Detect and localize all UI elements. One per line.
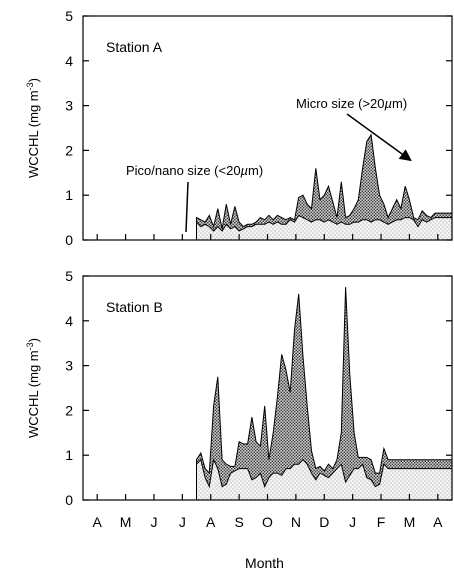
micro-size-annotation-mu: µ bbox=[385, 96, 393, 111]
y-axis-label: WCCHL (mg m-3) bbox=[25, 78, 41, 178]
y-axis-label-main: WCCHL (mg m bbox=[26, 350, 41, 438]
pico-nano-annotation: Pico/nano size (<20µm) bbox=[126, 163, 263, 178]
y-axis-ticks: 0 1 2 3 4 5 bbox=[65, 8, 452, 248]
pico-nano-size-area bbox=[196, 214, 453, 241]
x-axis-ticks bbox=[96, 494, 439, 500]
station-label: Station A bbox=[106, 39, 163, 55]
x-tick-label: J bbox=[179, 514, 186, 530]
x-axis-label: Month bbox=[245, 555, 284, 571]
x-tick-label: O bbox=[262, 514, 273, 530]
pico-nano-annotation-main: Pico/nano size (<20 bbox=[126, 163, 241, 178]
pico-nano-arrow bbox=[185, 181, 189, 233]
x-tick-label: J bbox=[349, 514, 356, 530]
x-tick-label: N bbox=[291, 514, 301, 530]
x-tick-label: F bbox=[377, 514, 386, 530]
micro-size-arrow bbox=[346, 113, 412, 162]
y-tick-label: 4 bbox=[65, 53, 73, 69]
x-tick-label: M bbox=[404, 514, 416, 530]
micro-size-annotation-main: Micro size (>20 bbox=[296, 96, 385, 111]
y-axis-label-superscript: -3 bbox=[25, 342, 35, 350]
y-tick-label: 2 bbox=[65, 402, 73, 418]
y-axis-label-superscript: -3 bbox=[25, 82, 35, 90]
micro-size-annotation-tail: m) bbox=[392, 96, 407, 111]
micro-size-annotation: Micro size (>20µm) bbox=[296, 96, 407, 111]
y-tick-label: 3 bbox=[65, 358, 73, 374]
y-tick-label: 1 bbox=[65, 447, 73, 463]
y-tick-label: 5 bbox=[65, 8, 73, 24]
x-tick-label: A bbox=[93, 514, 103, 530]
x-tick-label: A bbox=[433, 514, 443, 530]
x-tick-label: D bbox=[319, 514, 329, 530]
micro-size-area bbox=[196, 287, 453, 501]
panel-station-a: 0 1 2 3 4 5 Station A WCCHL (mg m-3) Micro si… bbox=[25, 8, 453, 248]
y-tick-label: 4 bbox=[65, 313, 73, 329]
pico-nano-annotation-mu: µ bbox=[241, 163, 249, 178]
x-axis-ticks bbox=[96, 234, 439, 240]
y-tick-label: 3 bbox=[65, 98, 73, 114]
pico-nano-annotation-tail: m) bbox=[248, 163, 263, 178]
y-axis-label-close: ) bbox=[26, 78, 41, 82]
y-axis-ticks: 0 1 2 3 4 5 bbox=[65, 268, 452, 508]
y-tick-label: 0 bbox=[65, 232, 73, 248]
x-axis-tick-labels: AMJJASONDJFMAM bbox=[93, 514, 444, 530]
pico-nano-size-area bbox=[196, 458, 453, 501]
station-label: Station B bbox=[106, 299, 163, 315]
x-tick-label: A bbox=[206, 514, 216, 530]
x-tick-label: M bbox=[120, 514, 132, 530]
y-axis-label-close: ) bbox=[26, 338, 41, 342]
y-tick-label: 1 bbox=[65, 187, 73, 203]
x-tick-label: J bbox=[150, 514, 157, 530]
y-tick-label: 2 bbox=[65, 142, 73, 158]
y-axis-label: WCCHL (mg m-3) bbox=[25, 338, 41, 438]
y-tick-label: 5 bbox=[65, 268, 73, 284]
x-tick-label: S bbox=[234, 514, 243, 530]
y-axis-label-main: WCCHL (mg m bbox=[26, 90, 41, 178]
y-tick-label: 0 bbox=[65, 492, 73, 508]
